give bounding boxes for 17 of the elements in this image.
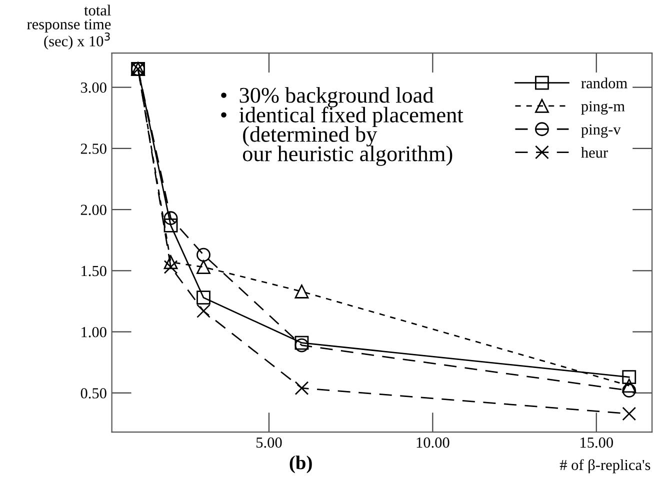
x-tick-label: 10.00 <box>416 437 450 448</box>
y-tick-label: 0.50 <box>80 388 106 398</box>
annotation: • 30% background load • identical fixed placement (determined by our heuristic algorithm) <box>221 87 464 166</box>
y-tick-label: 2.00 <box>80 204 106 216</box>
y-tick-label: 1.50 <box>82 266 106 276</box>
x-axis-title: # of β-replica's <box>560 459 650 474</box>
legend-label: ping-m <box>581 101 625 115</box>
y-axis-title: total response time (sec) x 10$^{3}$ <box>27 4 111 50</box>
legend-label: heur <box>581 147 608 158</box>
y-tick-label: 1.00 <box>82 326 106 338</box>
legend-label: ping-v <box>581 124 621 138</box>
text: (b) <box>290 456 312 474</box>
y-tick-label: 2.50 <box>80 144 106 154</box>
x-tick-label: 5.00 <box>256 437 282 448</box>
legend-label: random <box>581 78 628 88</box>
x-tick-label: 15.00 <box>580 437 613 448</box>
y-tick-label: 3.00 <box>80 82 106 93</box>
